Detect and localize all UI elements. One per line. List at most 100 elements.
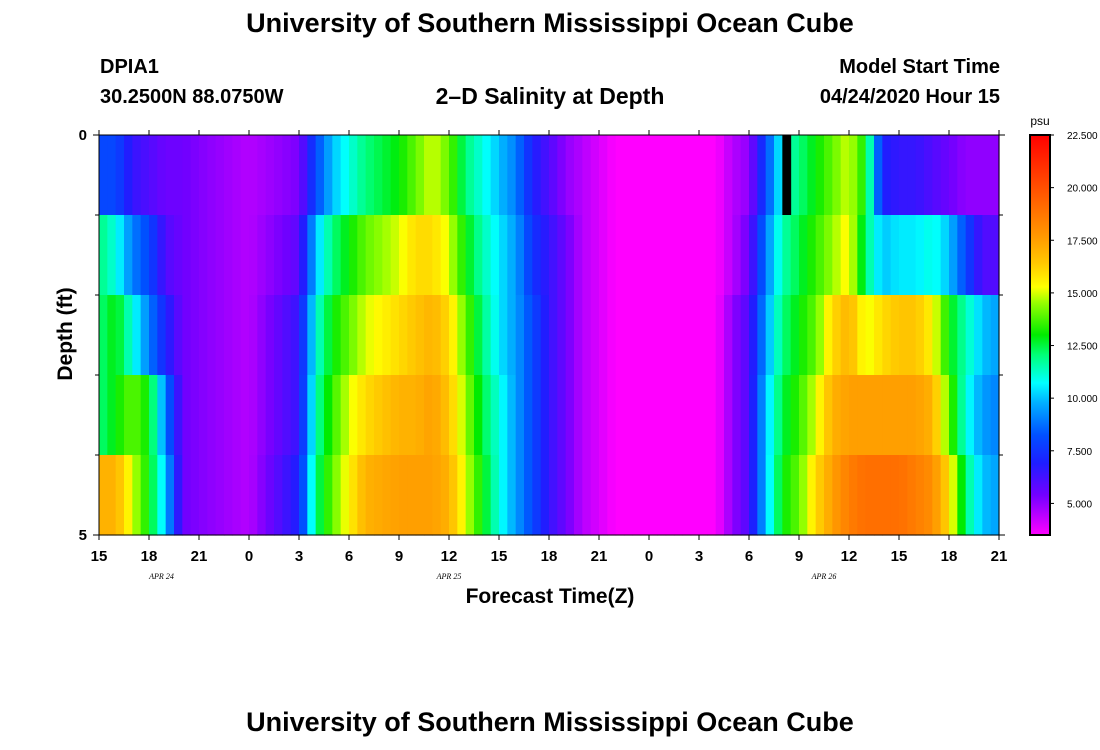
heatmap-cell xyxy=(532,215,542,296)
heatmap-cell xyxy=(440,135,450,216)
heatmap-cell xyxy=(424,455,433,536)
heatmap-cell xyxy=(557,375,567,456)
x-tick-label: 18 xyxy=(141,548,158,565)
heatmap-cell xyxy=(124,455,133,536)
colorbar-tick-label: 15.000 xyxy=(1067,289,1098,300)
heatmap-cell xyxy=(499,135,508,216)
heatmap-cell xyxy=(699,215,708,296)
heatmap-cell xyxy=(740,135,750,216)
heatmap-cell xyxy=(832,135,842,216)
heatmap-cell xyxy=(390,135,400,216)
heatmap-cell xyxy=(757,135,767,216)
heatmap-cell xyxy=(699,295,708,376)
heatmap-cell xyxy=(282,215,292,296)
heatmap-cell xyxy=(574,215,583,296)
heatmap-cell xyxy=(207,295,217,376)
x-tick-label: 15 xyxy=(91,548,108,565)
colorbar-gradient xyxy=(1029,134,1051,536)
x-tick-label: 18 xyxy=(541,548,558,565)
heatmap-cell xyxy=(732,375,742,456)
heatmap-cell xyxy=(840,455,850,536)
heatmap-cell xyxy=(740,295,750,376)
heatmap-cell xyxy=(515,215,525,296)
heatmap-cell xyxy=(324,455,333,536)
heatmap xyxy=(99,135,1000,536)
heatmap-cell xyxy=(507,135,517,216)
heatmap-cell xyxy=(899,455,908,536)
heatmap-cell xyxy=(357,455,367,536)
heatmap-cell xyxy=(282,375,292,456)
heatmap-cell xyxy=(474,295,483,376)
heatmap-cell xyxy=(382,375,392,456)
heatmap-cell xyxy=(299,455,308,536)
heatmap-cell xyxy=(965,295,975,376)
heatmap-cell xyxy=(499,295,508,376)
heatmap-cell xyxy=(307,135,317,216)
heatmap-cell xyxy=(699,135,708,216)
heatmap-cell xyxy=(857,375,867,456)
heatmap-cell xyxy=(582,215,592,296)
heatmap-cell xyxy=(974,375,983,456)
heatmap-cell xyxy=(249,135,258,216)
heatmap-cell xyxy=(99,135,108,216)
heatmap-cell xyxy=(840,215,850,296)
heatmap-cell xyxy=(707,135,717,216)
heatmap-cell xyxy=(290,215,300,296)
heatmap-cell xyxy=(857,215,867,296)
heatmap-cell xyxy=(982,135,992,216)
heatmap-cell xyxy=(174,215,183,296)
heatmap-cell xyxy=(249,375,258,456)
heatmap-cell xyxy=(974,295,983,376)
heatmap-cell xyxy=(399,455,408,536)
heatmap-cell xyxy=(890,295,900,376)
heatmap-cell xyxy=(724,135,733,216)
heatmap-cell xyxy=(457,215,467,296)
heatmap-cell xyxy=(824,135,833,216)
heatmap-cell xyxy=(815,215,825,296)
heatmap-cell xyxy=(457,375,467,456)
heatmap-cell xyxy=(474,455,483,536)
heatmap-cell xyxy=(957,215,967,296)
heatmap-cell xyxy=(407,295,417,376)
heatmap-cell xyxy=(615,295,625,376)
heatmap-cell xyxy=(824,455,833,536)
heatmap-cell xyxy=(465,135,475,216)
heatmap-cell xyxy=(465,215,475,296)
x-tick-label: 12 xyxy=(841,548,858,565)
heatmap-cell xyxy=(490,375,500,456)
heatmap-cell xyxy=(657,215,667,296)
heatmap-cell xyxy=(832,215,842,296)
heatmap-cell xyxy=(757,375,767,456)
heatmap-cell xyxy=(274,135,283,216)
heatmap-cell xyxy=(165,455,175,536)
heatmap-cell xyxy=(874,295,883,376)
heatmap-cell xyxy=(365,135,375,216)
heatmap-cell xyxy=(799,135,808,216)
heatmap-cell xyxy=(790,135,800,216)
heatmap-cell xyxy=(915,375,925,456)
heatmap-cell xyxy=(349,215,358,296)
heatmap-cell xyxy=(574,375,583,456)
heatmap-cell xyxy=(782,295,792,376)
heatmap-cell xyxy=(965,455,975,536)
station-coordinates: 30.2500N 88.0750W xyxy=(100,86,284,108)
heatmap-cell xyxy=(632,375,642,456)
heatmap-cell xyxy=(432,215,442,296)
heatmap-cell xyxy=(140,295,150,376)
heatmap-cell xyxy=(949,295,958,376)
heatmap-cell xyxy=(107,135,117,216)
heatmap-cell xyxy=(440,375,450,456)
heatmap-cell xyxy=(907,455,917,536)
heatmap-cell xyxy=(674,375,683,456)
heatmap-cell xyxy=(807,295,817,376)
heatmap-cell xyxy=(340,215,350,296)
heatmap-cell xyxy=(699,375,708,456)
heatmap-cell xyxy=(274,455,283,536)
heatmap-cell xyxy=(849,375,858,456)
heatmap-cell xyxy=(465,375,475,456)
heatmap-cell xyxy=(565,375,575,456)
heatmap-cell xyxy=(482,295,492,376)
heatmap-cell xyxy=(757,215,767,296)
heatmap-cell xyxy=(832,295,842,376)
heatmap-cell xyxy=(349,375,358,456)
